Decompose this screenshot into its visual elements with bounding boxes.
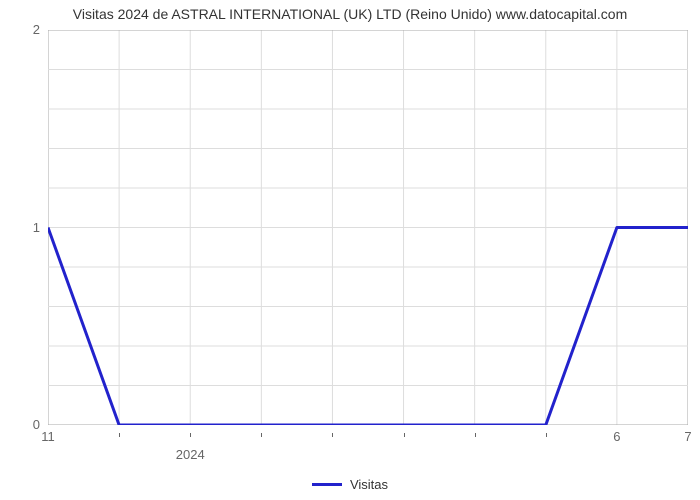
x-tick-label: 7 — [684, 429, 691, 444]
x-tick-mark — [404, 433, 405, 437]
x-tick-mark — [190, 433, 191, 437]
chart-container: Visitas 2024 de ASTRAL INTERNATIONAL (UK… — [0, 0, 700, 500]
x-secondary-label: 2024 — [176, 447, 205, 462]
x-tick-mark — [332, 433, 333, 437]
chart-svg — [48, 30, 688, 425]
legend: Visitas — [0, 477, 700, 492]
x-tick-label: 6 — [613, 429, 620, 444]
x-tick-mark — [261, 433, 262, 437]
chart-title: Visitas 2024 de ASTRAL INTERNATIONAL (UK… — [0, 6, 700, 22]
legend-swatch — [312, 483, 342, 486]
y-tick-label: 0 — [2, 417, 40, 432]
plot-area — [48, 30, 688, 425]
legend-label: Visitas — [350, 477, 388, 492]
y-tick-label: 2 — [2, 22, 40, 37]
x-tick-mark — [546, 433, 547, 437]
x-tick-mark — [475, 433, 476, 437]
x-tick-mark — [119, 433, 120, 437]
x-tick-label: 11 — [41, 429, 55, 444]
y-tick-label: 1 — [2, 220, 40, 235]
